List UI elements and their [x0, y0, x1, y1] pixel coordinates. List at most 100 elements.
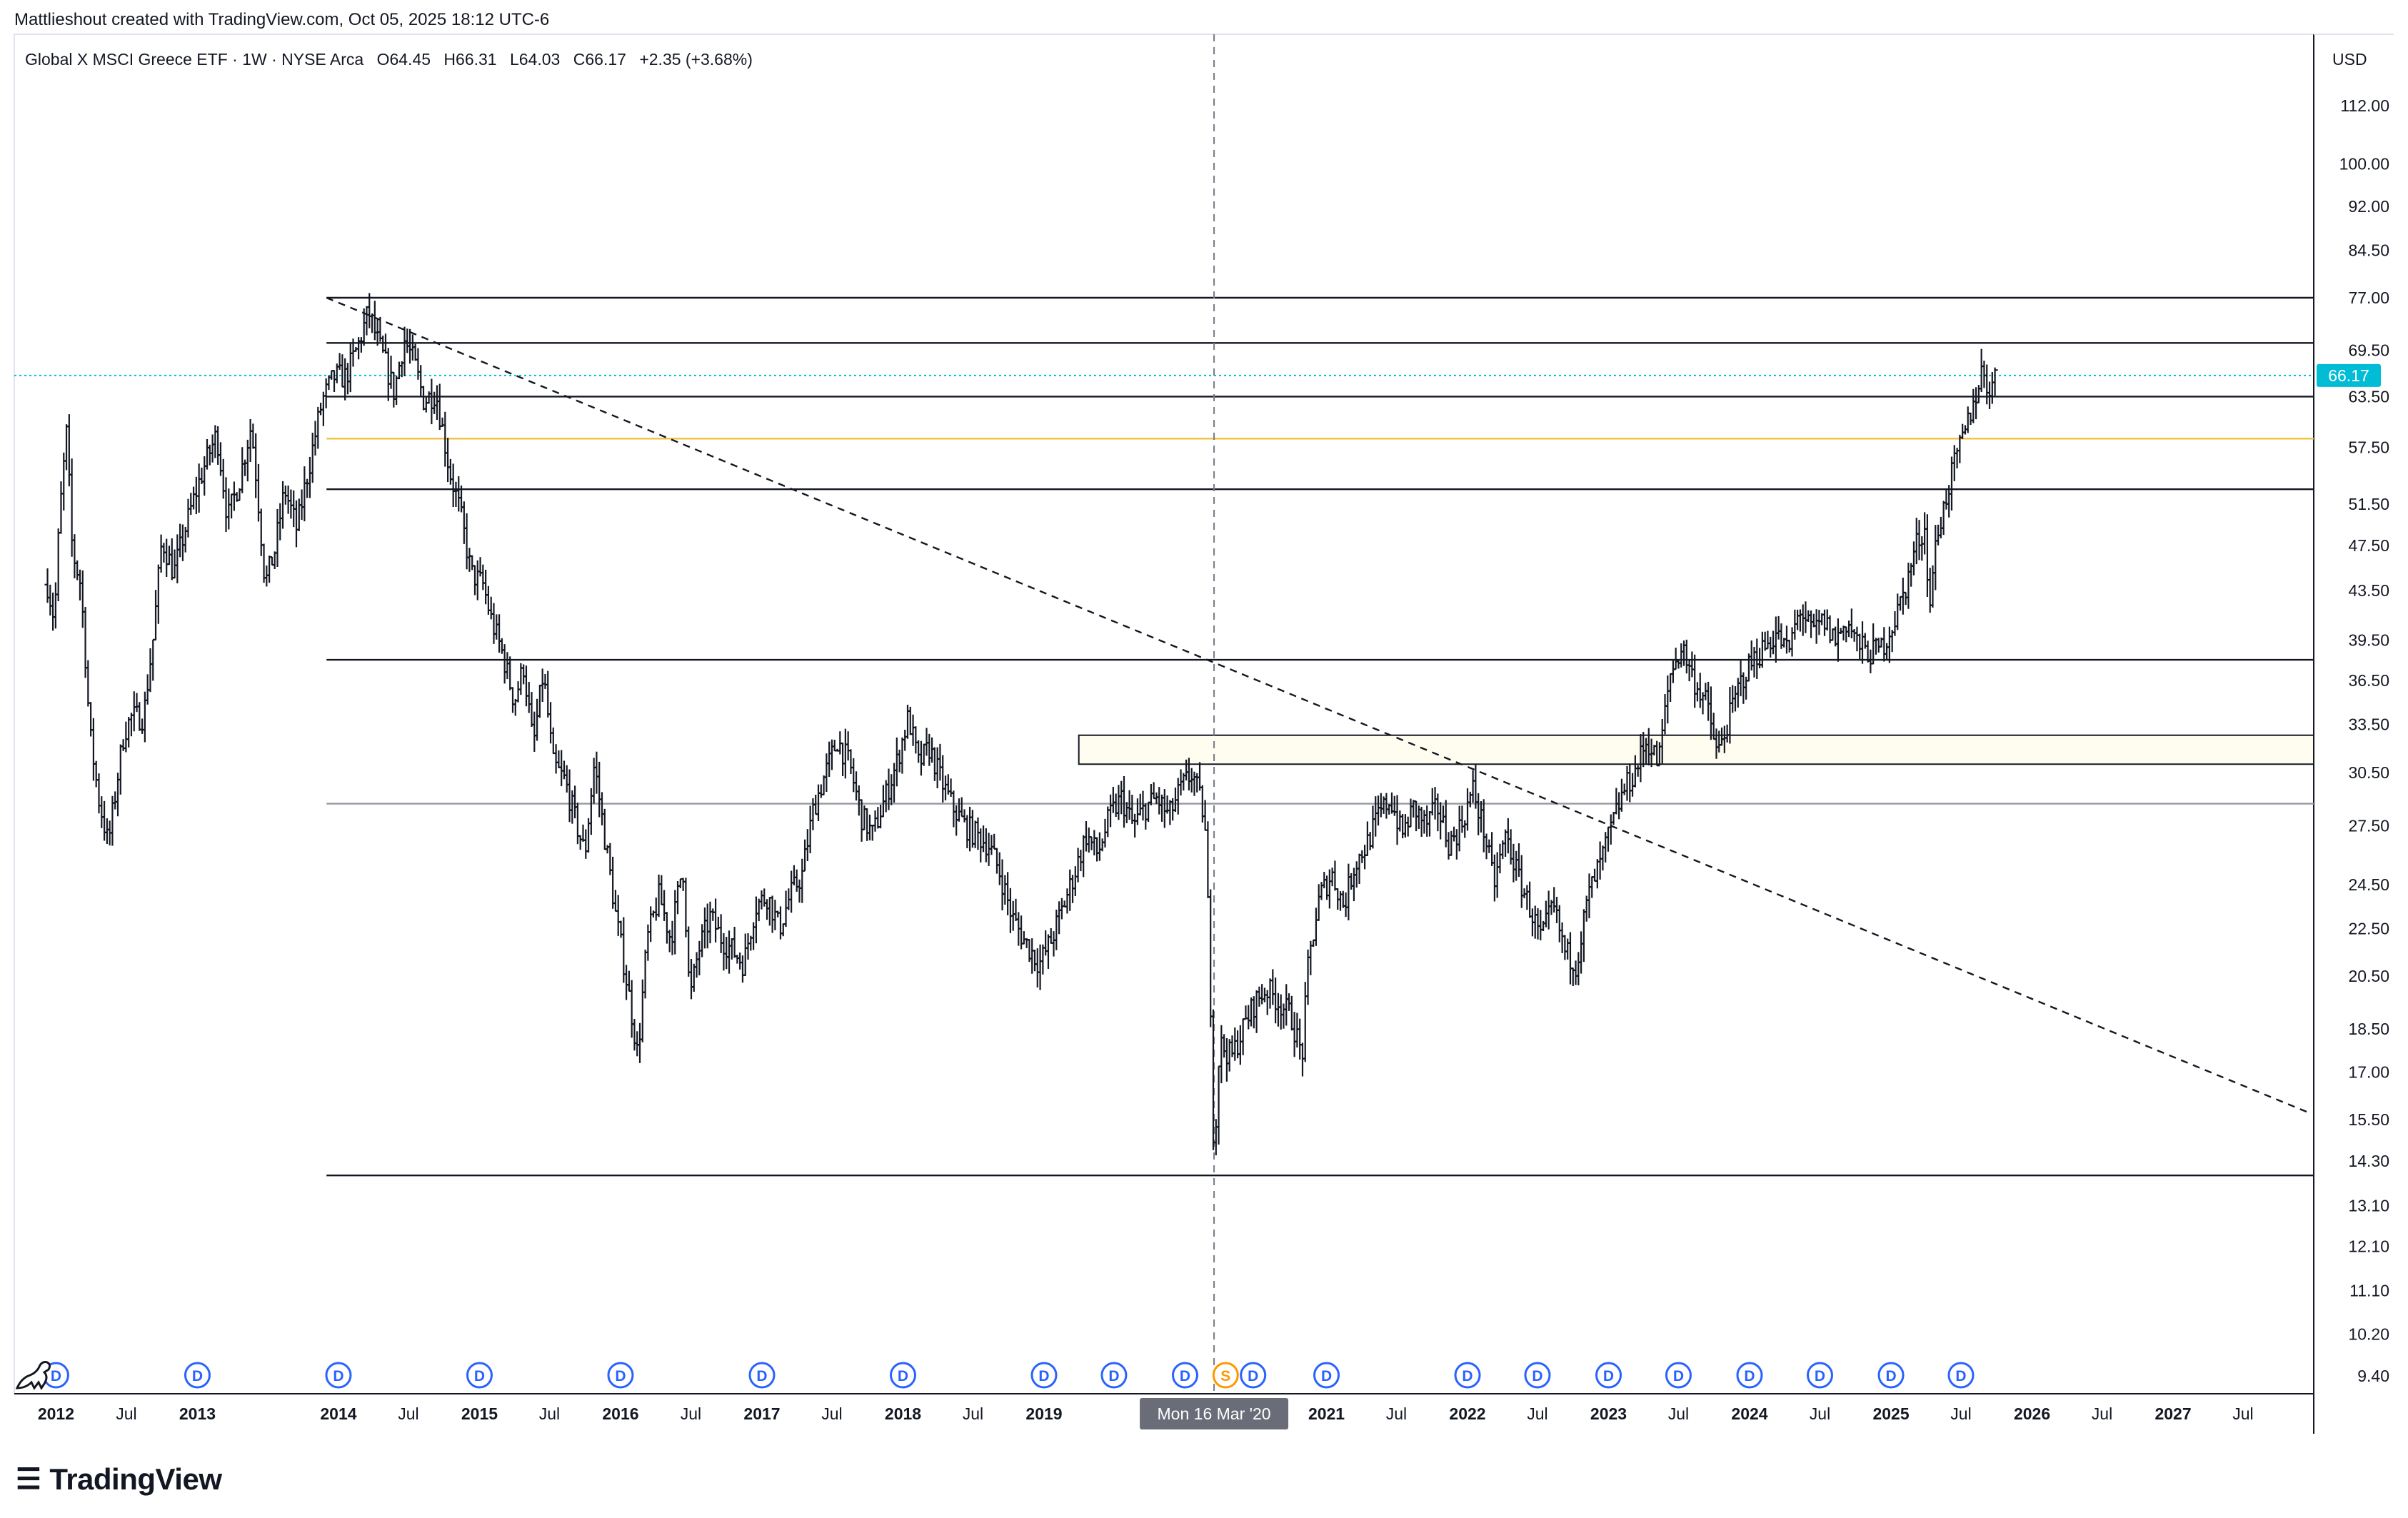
x-tick-label: 2015: [461, 1404, 498, 1423]
dividend-marker-circle: [325, 1362, 352, 1389]
dividend-marker-label: D: [474, 1368, 485, 1384]
dividend-marker[interactable]: D: [1313, 1362, 1340, 1389]
dividend-marker-label: D: [333, 1368, 343, 1384]
tradingview-logo-text: TradingView: [49, 1462, 222, 1496]
y-tick-label: 24.50: [2348, 875, 2389, 894]
close-label: C: [573, 50, 586, 69]
symbol-legend: Global X MSCI Greece ETF · 1W · NYSE Arc…: [25, 50, 753, 69]
dividend-marker-circle: [1595, 1362, 1622, 1389]
x-tick-label: Jul: [1810, 1404, 1830, 1423]
y-tick-label: 33.50: [2348, 715, 2389, 734]
currency-label[interactable]: USD: [2332, 50, 2367, 69]
x-tick-label: 2012: [38, 1404, 74, 1423]
dividend-marker[interactable]: D: [1736, 1362, 1763, 1389]
split-marker[interactable]: S: [1212, 1362, 1239, 1389]
change-value: +2.35 (+3.68%): [639, 50, 753, 69]
dividend-marker[interactable]: D: [1665, 1362, 1692, 1389]
dividend-marker-label: D: [1532, 1368, 1542, 1384]
x-tick-label: 2023: [1590, 1404, 1627, 1423]
x-tick-label: 2013: [179, 1404, 216, 1423]
plot-area: [14, 34, 2314, 1394]
last-price-badge: [2317, 363, 2381, 387]
x-tick-label: Jul: [2232, 1404, 2253, 1423]
tradingview-logo[interactable]: ☰ TradingView: [16, 1462, 222, 1497]
dividend-marker[interactable]: D: [1877, 1362, 1905, 1389]
x-tick-label: 2025: [1872, 1404, 1909, 1423]
dividend-marker[interactable]: D: [1806, 1362, 1833, 1389]
dividend-marker[interactable]: D: [607, 1362, 634, 1389]
x-tick-label: 2024: [1731, 1404, 1767, 1423]
x-tick-label: 2017: [743, 1404, 780, 1423]
x-tick-label: 2018: [885, 1404, 921, 1423]
y-tick-label: 47.50: [2348, 536, 2389, 555]
weekly-bar: [1992, 367, 1998, 396]
dividend-marker[interactable]: D: [1947, 1362, 1975, 1389]
low-value: 64.03: [518, 50, 561, 69]
dividend-marker-circle: [1454, 1362, 1481, 1389]
dividend-marker-label: D: [192, 1368, 203, 1384]
crosshair-date-badge: [1140, 1398, 1289, 1429]
dino-icon[interactable]: [15, 1361, 51, 1390]
dividend-marker[interactable]: D: [1454, 1362, 1481, 1389]
y-tick-label: 57.50: [2348, 438, 2389, 457]
dividend-marker-label: D: [898, 1368, 908, 1384]
y-tick-label: 69.50: [2348, 341, 2389, 360]
dividend-marker-label: D: [1462, 1368, 1473, 1384]
dividend-marker[interactable]: D: [748, 1362, 776, 1389]
y-tick-label: 27.50: [2348, 816, 2389, 835]
dividend-marker[interactable]: D: [466, 1362, 493, 1389]
high-label: H: [443, 50, 456, 69]
dividend-marker-label: D: [1815, 1368, 1825, 1384]
dividend-marker-circle: [1877, 1362, 1905, 1389]
high-value: 66.31: [456, 50, 497, 69]
y-tick-label: 14.30: [2348, 1152, 2389, 1170]
dividend-marker[interactable]: D: [1524, 1362, 1551, 1389]
x-tick-label: 2014: [320, 1404, 356, 1423]
resistance-zone: [1078, 734, 2314, 765]
x-tick-label: 2019: [1025, 1404, 1062, 1423]
x-tick-label: 2027: [2154, 1404, 2191, 1423]
dividend-marker-label: D: [1673, 1368, 1684, 1384]
dino-icon-shape: [15, 1361, 51, 1390]
dividend-marker-circle: [184, 1362, 211, 1389]
dividend-marker-circle: [1030, 1362, 1058, 1389]
x-tick-label: 2016: [602, 1404, 638, 1423]
crosshair-date-label: Mon 16 Mar '20: [1158, 1404, 1271, 1423]
dividend-marker[interactable]: D: [1171, 1362, 1198, 1389]
dividend-marker-label: D: [1955, 1368, 1966, 1384]
y-tick-label: 100.00: [2339, 154, 2389, 173]
dividend-marker-label: D: [756, 1368, 767, 1384]
dividend-marker[interactable]: D: [1595, 1362, 1622, 1389]
symbol-title: Global X MSCI Greece ETF · 1W · NYSE Arc…: [25, 50, 364, 69]
dividend-marker[interactable]: D: [1100, 1362, 1128, 1389]
dividend-marker-circle: [466, 1362, 493, 1389]
dividend-marker-label: D: [1744, 1368, 1755, 1384]
open-label: O: [376, 50, 390, 69]
x-tick-label: Jul: [1527, 1404, 1547, 1423]
x-tick-label: 2022: [1449, 1404, 1485, 1423]
y-tick-label: 15.50: [2348, 1110, 2389, 1129]
dividend-marker[interactable]: D: [1030, 1362, 1058, 1389]
dividend-marker[interactable]: D: [325, 1362, 352, 1389]
dividend-marker-label: D: [1038, 1368, 1049, 1384]
dividend-marker[interactable]: D: [889, 1362, 916, 1389]
close-value: 66.17: [585, 50, 626, 69]
y-tick-label: 18.50: [2348, 1020, 2389, 1038]
dividend-marker-circle: [748, 1362, 776, 1389]
dividend-marker-label: D: [1603, 1368, 1614, 1384]
low-label: L: [510, 50, 519, 69]
dividend-marker-circle: [1947, 1362, 1975, 1389]
dividend-marker-circle: [889, 1362, 916, 1389]
y-tick-label: 13.10: [2348, 1197, 2389, 1215]
x-tick-label: Jul: [963, 1404, 983, 1423]
dividend-marker[interactable]: D: [1240, 1362, 1267, 1389]
y-tick-label: 63.50: [2348, 387, 2389, 406]
tradingview-logo-icon: ☰: [16, 1464, 41, 1495]
x-tick-label: Jul: [1668, 1404, 1689, 1423]
dividend-marker[interactable]: D: [184, 1362, 211, 1389]
y-tick-label: 22.50: [2348, 919, 2389, 938]
dividend-marker-circle: [1100, 1362, 1128, 1389]
y-tick-label: 51.50: [2348, 495, 2389, 513]
split-marker-label: S: [1220, 1368, 1230, 1384]
